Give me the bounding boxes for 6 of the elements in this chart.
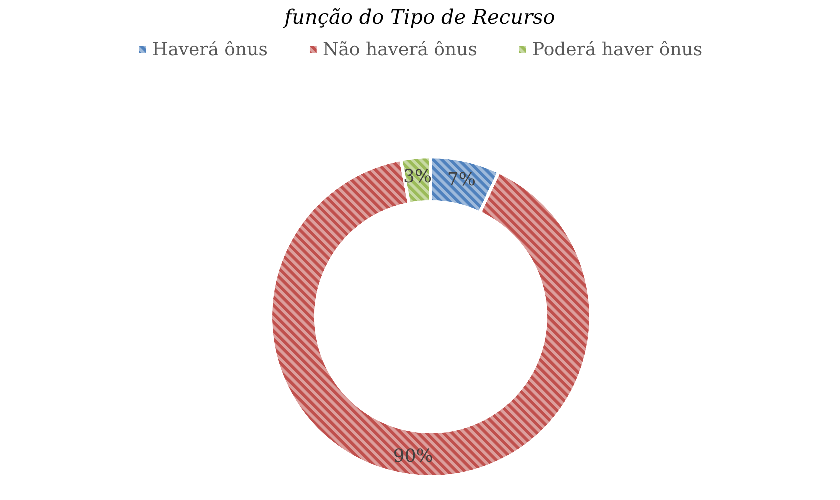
legend-label: Poderá haver ônus [532, 40, 703, 60]
legend-label: Haverá ônus [152, 40, 268, 60]
data-label: 7% [447, 169, 476, 190]
legend-label: Não haverá ônus [322, 40, 478, 60]
chart-title: função do Tipo de Recurso [282, 5, 556, 29]
data-label: 90% [393, 446, 434, 467]
